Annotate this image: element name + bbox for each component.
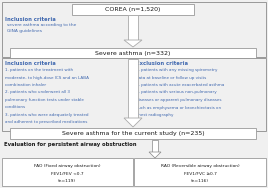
Text: moderate- to high-dose ICS and an LABA: moderate- to high-dose ICS and an LABA bbox=[5, 76, 89, 80]
Bar bbox=[72, 4, 194, 15]
Text: Severe asthma for the current study (n=235): Severe asthma for the current study (n=2… bbox=[62, 131, 204, 136]
Polygon shape bbox=[149, 152, 161, 158]
Text: conditions: conditions bbox=[5, 105, 26, 109]
Text: RAO (Reversible airway obstruction): RAO (Reversible airway obstruction) bbox=[161, 164, 239, 168]
Bar bbox=[2, 158, 133, 186]
Text: Severe asthma (n=332): Severe asthma (n=332) bbox=[95, 52, 171, 57]
Text: FEV1/FVC ≥0.7: FEV1/FVC ≥0.7 bbox=[184, 172, 217, 176]
Text: pulmonary function tests under stable: pulmonary function tests under stable bbox=[5, 98, 84, 102]
Text: FEV1/FEV <0.7: FEV1/FEV <0.7 bbox=[51, 172, 83, 176]
Text: 3. patients with serious non-pulmonary: 3. patients with serious non-pulmonary bbox=[136, 90, 217, 95]
Bar bbox=[2, 2, 266, 57]
Text: Evaluation for persistent airway obstruction: Evaluation for persistent airway obstruc… bbox=[4, 142, 136, 147]
Text: FAO (Fixed airway obstruction): FAO (Fixed airway obstruction) bbox=[34, 164, 100, 168]
Bar bbox=[10, 128, 256, 139]
Text: (n=116): (n=116) bbox=[191, 179, 209, 183]
Text: (n=119): (n=119) bbox=[58, 179, 76, 183]
Text: GINA guidelines: GINA guidelines bbox=[7, 29, 42, 33]
Bar bbox=[2, 58, 266, 131]
Text: Inclusion criteria: Inclusion criteria bbox=[5, 61, 56, 66]
Text: such as emphysema or bronchiectasis on: such as emphysema or bronchiectasis on bbox=[136, 105, 221, 109]
Polygon shape bbox=[128, 59, 138, 118]
Text: 2. patients with acute exacerbated asthma: 2. patients with acute exacerbated asthm… bbox=[136, 83, 224, 87]
Polygon shape bbox=[152, 140, 158, 152]
Text: Exclusion criteria: Exclusion criteria bbox=[136, 61, 188, 66]
Text: Inclusion criteria: Inclusion criteria bbox=[5, 17, 56, 22]
Text: and adherent to prescribed medications: and adherent to prescribed medications bbox=[5, 121, 87, 124]
Polygon shape bbox=[128, 15, 138, 40]
Polygon shape bbox=[124, 40, 142, 47]
Text: COREA (n=1,520): COREA (n=1,520) bbox=[105, 8, 161, 12]
Text: combination inhaler: combination inhaler bbox=[5, 83, 46, 87]
Text: severe asthma according to the: severe asthma according to the bbox=[7, 23, 76, 27]
Text: chest radiography: chest radiography bbox=[136, 113, 173, 117]
Text: 1. patients on the treatment with: 1. patients on the treatment with bbox=[5, 68, 73, 72]
Polygon shape bbox=[124, 118, 142, 127]
Text: 1. patients with any missing spirometry: 1. patients with any missing spirometry bbox=[136, 68, 218, 72]
Text: diseases or apparent pulmonary diseases: diseases or apparent pulmonary diseases bbox=[136, 98, 221, 102]
Bar bbox=[134, 158, 266, 186]
Text: 2. patients who underwent all 3: 2. patients who underwent all 3 bbox=[5, 90, 70, 95]
Text: data at baseline or follow up visits: data at baseline or follow up visits bbox=[136, 76, 206, 80]
Bar bbox=[10, 48, 256, 59]
Text: 3. patients who were adequately treated: 3. patients who were adequately treated bbox=[5, 113, 88, 117]
